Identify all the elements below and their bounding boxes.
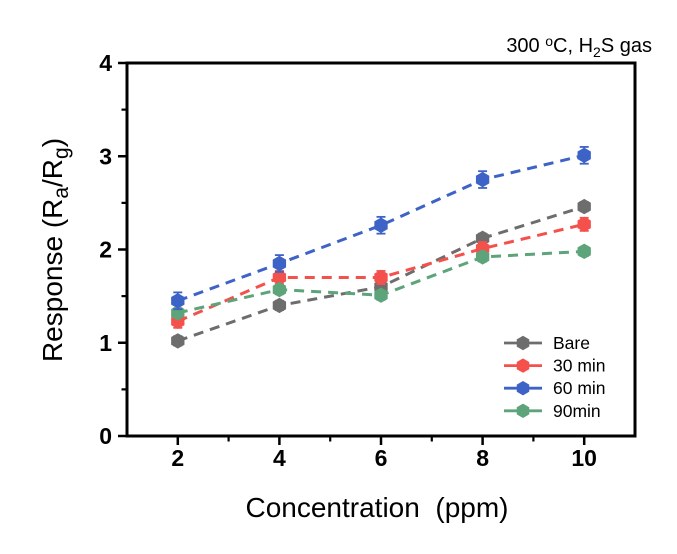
hexagon-marker [374, 269, 388, 286]
legend-item-60-min: 60 min [504, 378, 606, 398]
y-tick-label: 3 [99, 143, 112, 169]
condition-annotation: 300 oC, H2S gas [506, 33, 652, 60]
series-bare [171, 198, 591, 349]
x-tick-label: 4 [273, 445, 286, 471]
y-tick-label: 2 [99, 237, 112, 263]
y-tick-label: 4 [99, 50, 112, 76]
legend-item-90min: 90min [504, 401, 601, 421]
legend-item-bare: Bare [504, 333, 590, 353]
hexagon-marker [171, 333, 185, 349]
x-axis-title: Concentration (ppm) [245, 492, 508, 523]
hexagon-marker [374, 287, 388, 303]
x-tick-label: 2 [171, 445, 184, 471]
legend-hexagon-marker [516, 381, 530, 396]
hexagon-marker [577, 147, 591, 164]
y-tick-label: 0 [99, 423, 112, 449]
hexagon-marker [475, 249, 490, 265]
x-tick-label: 6 [375, 445, 388, 471]
hexagon-marker [171, 293, 185, 309]
legend-label: Bare [553, 333, 590, 353]
legend-label: 30 min [553, 356, 606, 376]
hexagon-marker [272, 255, 287, 272]
series-60-min [171, 146, 591, 311]
hexagon-marker [374, 217, 388, 233]
hexagon-marker [577, 243, 591, 260]
hexagon-marker [272, 269, 287, 286]
hexagon-marker [577, 198, 591, 215]
y-axis-title: Response (Ra/Rg) [37, 138, 73, 362]
hexagon-marker [475, 171, 490, 188]
hexagon-marker [272, 281, 287, 298]
axis-ticks: 2 4 6 8 10 0 1 2 3 4 [99, 50, 597, 471]
legend-hexagon-marker [516, 335, 530, 351]
hexagon-marker [272, 297, 287, 314]
legend-hexagon-marker [516, 358, 530, 373]
hexagon-marker [577, 216, 591, 233]
series-30-min [171, 216, 591, 329]
series-90min [171, 243, 591, 321]
legend-hexagon-marker [516, 403, 530, 418]
legend-label: 60 min [553, 378, 606, 398]
y-tick-label: 1 [99, 330, 112, 356]
x-tick-label: 8 [476, 445, 489, 471]
series-line [177, 153, 585, 303]
legend-label: 90min [553, 401, 601, 421]
x-tick-label: 10 [571, 445, 597, 471]
legend-item-30-min: 30 min [504, 356, 606, 376]
